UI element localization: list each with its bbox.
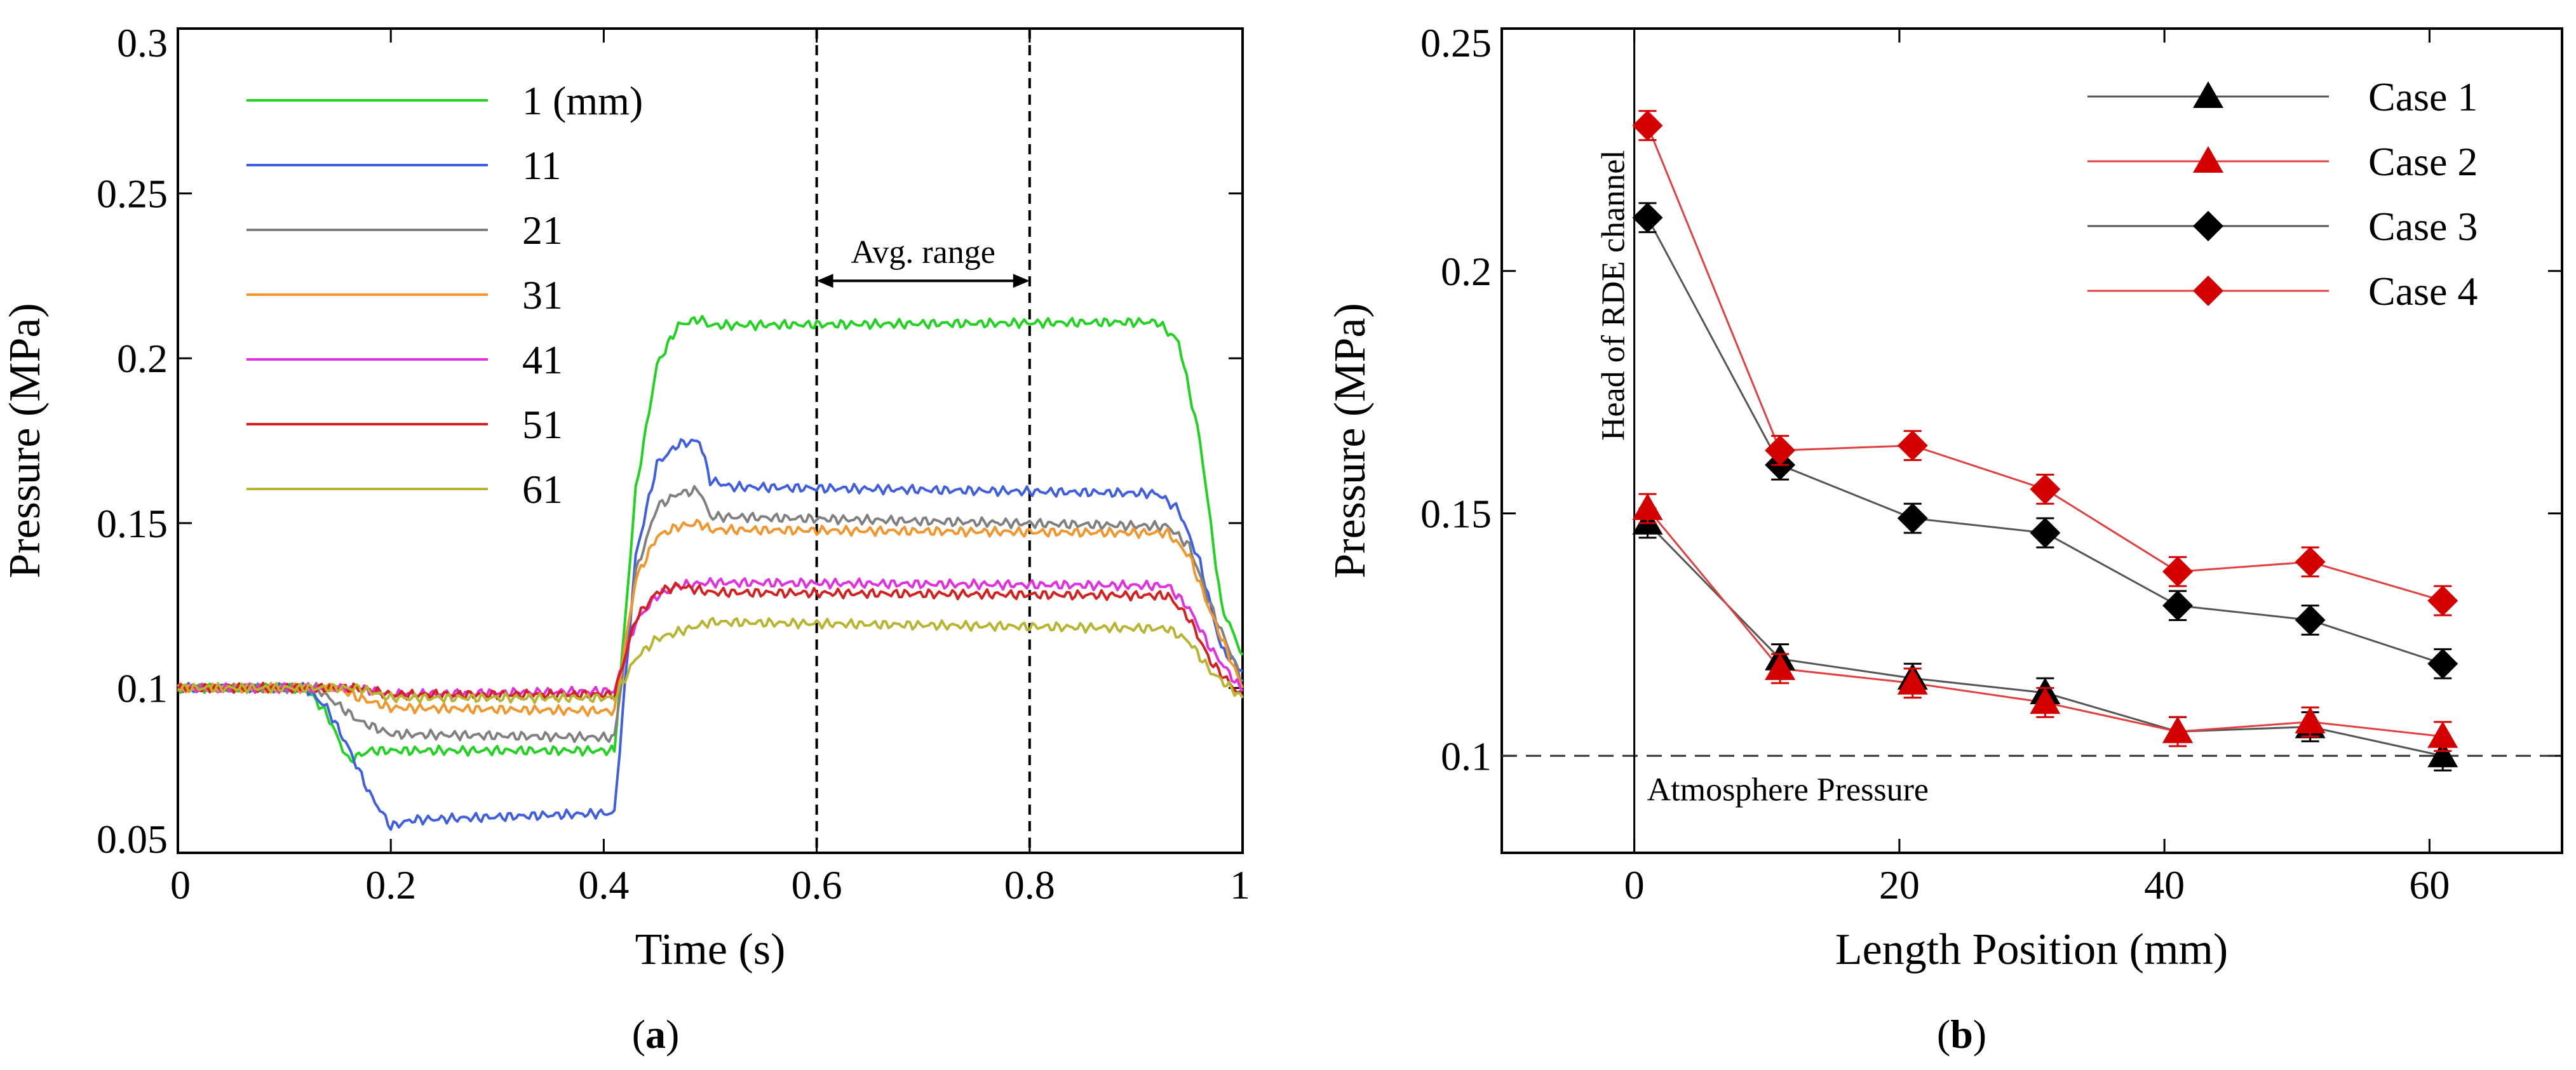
panel-a-y-tick-label: 0.3 — [117, 20, 168, 65]
panel-b-data-point — [2162, 590, 2193, 621]
panel-a-y-tick-label: 0.2 — [117, 336, 168, 381]
panel-a-chart: 0 0.2 0.4 0.6 0.8 1 0.05 0.1 0.15 0.2 0.25 0.3 1 (m… — [1, 20, 1250, 1057]
panel-a-x-tick-label: 0.6 — [792, 862, 842, 907]
panel-a-series-line — [177, 617, 1244, 704]
panel-b-legend-marker — [2193, 81, 2223, 108]
panel-b-legend-label: Case 1 — [2368, 74, 2478, 119]
panel-b-x-tick-label: 20 — [1879, 862, 1920, 907]
panel-a-x-tick-label: 0.4 — [578, 862, 629, 907]
panel-a-series-line — [177, 314, 1244, 764]
panel-b-data-point — [1897, 667, 1928, 695]
panel-a-series-line — [177, 581, 1244, 701]
panel-b-legend-label: Case 4 — [2368, 269, 2478, 314]
panel-a-y-axis-label: Pressure (MPa) — [1, 303, 50, 578]
panel-a-y-tick-label: 0.25 — [97, 171, 168, 217]
panel-b-data-point — [1632, 202, 1663, 233]
panel-a-avg-range-label: Avg. range — [851, 234, 995, 271]
panel-a-y-tick-label: 0.15 — [97, 501, 168, 546]
panel-a-arrowhead-left — [816, 274, 833, 288]
panel-a-legend-label: 1 (mm) — [522, 78, 643, 123]
panel-a-x-tick-label: 0.2 — [365, 862, 416, 907]
panel-a-series-line — [177, 485, 1244, 744]
panel-b-x-tick-label: 0 — [1624, 862, 1645, 907]
panel-b-data-point — [2162, 716, 2193, 744]
panel-b-data-point — [1765, 435, 1796, 466]
panel-a-series-line — [177, 519, 1244, 717]
panel-a-plot-frame — [177, 27, 1244, 854]
panel-b-caption: (b) — [1937, 1012, 1986, 1057]
panel-b-data-point — [2427, 648, 2458, 679]
panel-b-data-point — [2427, 721, 2458, 748]
panel-b-series-line — [1647, 217, 2443, 665]
panel-b-data-point — [1632, 493, 1663, 520]
panel-b-atmosphere-label: Atmosphere Pressure — [1647, 772, 1929, 808]
panel-b-x-tick-label: 40 — [2144, 862, 2185, 907]
panel-b-data-point — [2162, 556, 2193, 587]
panel-b-data-point — [2295, 546, 2326, 577]
panel-a-x-tick-label: 0.8 — [1004, 862, 1055, 907]
panel-b-data-point — [1897, 430, 1928, 461]
panel-b-series-line — [1647, 522, 2443, 757]
panel-a-x-axis-label: Time (s) — [635, 925, 786, 974]
panel-a-series-line — [177, 438, 1243, 831]
panel-a-legend-label: 31 — [522, 272, 563, 318]
panel-a-legend-label: 61 — [522, 467, 563, 512]
panel-b-x-tick-label: 60 — [2409, 862, 2450, 907]
panel-b-legend-marker — [2193, 211, 2223, 241]
panel-b-channel-head-label: Head of RDE channel — [1596, 150, 1632, 441]
panel-b-data-point — [2295, 605, 2326, 636]
panel-a-y-tick-label: 0.05 — [97, 817, 168, 862]
panel-b-chart: 0 20 40 60 0.1 0.15 0.2 0.25 Atmosphere Pressur… — [1326, 20, 2563, 1057]
panel-a-legend-label: 11 — [522, 143, 562, 188]
panel-a-arrowhead-right — [1013, 274, 1030, 288]
panel-b-y-tick-label: 0.1 — [1441, 733, 1492, 779]
panel-a-caption: (a) — [632, 1012, 680, 1057]
panel-a-legend-label: 51 — [522, 402, 563, 447]
panel-b-data-point — [2427, 585, 2458, 616]
panel-a-legend-label: 41 — [522, 337, 563, 382]
panel-a-y-tick-label: 0.1 — [117, 665, 168, 711]
panel-b-x-axis-label: Length Position (mm) — [1835, 925, 2228, 974]
panel-b-legend-label: Case 2 — [2368, 139, 2478, 184]
panel-b-data-point — [2295, 706, 2326, 733]
panel-b-data-point — [2030, 687, 2061, 714]
panel-b-y-axis-label: Pressure (MPa) — [1326, 303, 1375, 578]
panel-b-legend-marker — [2193, 276, 2223, 306]
panel-b-data-point — [2030, 474, 2061, 505]
panel-b-plot-frame — [1500, 27, 2563, 854]
panel-a-x-tick-label: 1 — [1230, 862, 1250, 907]
panel-b-data-point — [2427, 740, 2458, 768]
panel-b-data-point — [1897, 503, 1928, 534]
panel-b-y-tick-label: 0.2 — [1441, 249, 1492, 294]
panel-b-data-point — [2030, 518, 2061, 549]
panel-b-y-tick-label: 0.15 — [1420, 492, 1492, 537]
panel-b-data-point — [1765, 653, 1796, 680]
panel-b-y-tick-label: 0.25 — [1420, 20, 1492, 65]
panel-a-legend-label: 21 — [522, 208, 563, 253]
panel-b-legend-marker — [2193, 146, 2223, 173]
panel-b-legend-label: Case 3 — [2368, 204, 2478, 249]
panel-b-data-point — [1632, 110, 1663, 141]
panel-a-x-tick-label: 0 — [170, 862, 191, 907]
